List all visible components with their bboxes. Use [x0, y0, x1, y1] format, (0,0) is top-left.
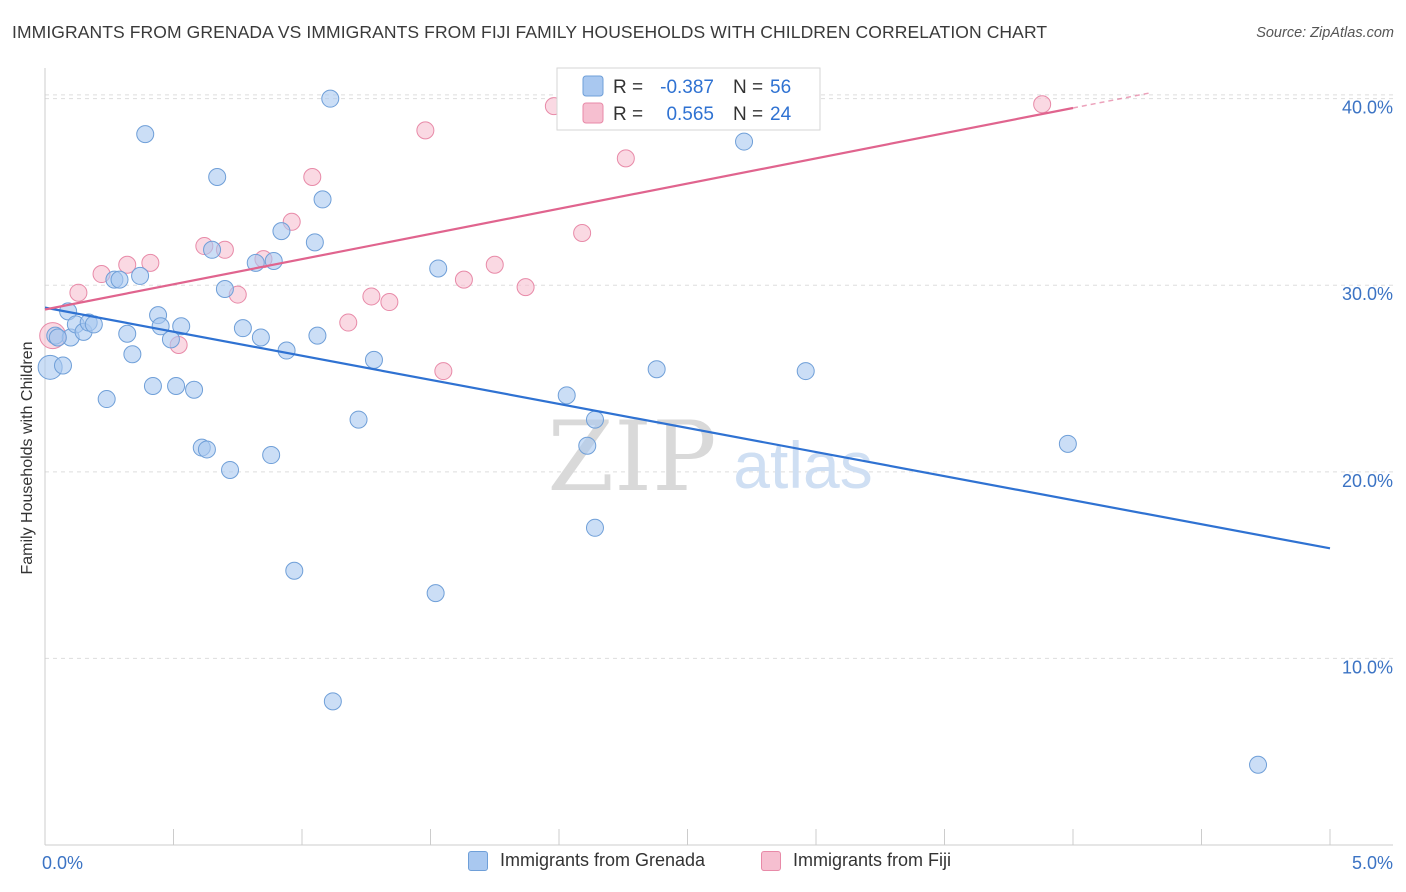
grenada-point [97, 390, 116, 409]
grenada-point [429, 259, 448, 278]
grenada-point [262, 446, 281, 465]
grenada-point [305, 233, 324, 252]
legend-n-label-fiji: N = [733, 104, 763, 125]
grenada-point [308, 326, 327, 345]
watermark: ZIP atlas [547, 401, 872, 513]
fiji-point [362, 287, 381, 306]
grenada-point [272, 222, 291, 241]
grenada-point [118, 324, 137, 343]
legend-r-label-grenada: R = [613, 77, 643, 98]
grenada-point [110, 270, 129, 289]
legend-swatch-fiji [582, 102, 604, 124]
grenada-point [53, 356, 72, 375]
fiji-point [339, 313, 358, 332]
grenada-point [578, 436, 597, 455]
grenada-point [313, 190, 332, 209]
bottom-legend-item-fiji: Immigrants from Fiji [761, 850, 951, 871]
fiji-point [69, 283, 88, 302]
grenada-point [585, 410, 604, 429]
bottom-legend: Immigrants from Grenada Immigrants from … [0, 850, 1406, 880]
grenada-point [48, 328, 67, 347]
bottom-legend-swatch-grenada [468, 850, 488, 871]
grenada-point [123, 345, 142, 364]
y-tick-label: 30.0% [1342, 284, 1393, 304]
grenada-point [185, 380, 204, 399]
grenada-point [215, 279, 234, 298]
fiji-point [485, 255, 504, 274]
grenada-point [557, 386, 576, 405]
watermark-atlas: atlas [733, 428, 872, 502]
grenada-point [277, 341, 296, 360]
grenada-point [735, 132, 754, 151]
bottom-legend-item-grenada: Immigrants from Grenada [468, 850, 705, 871]
x-tick-label: 0.0% [42, 853, 83, 873]
legend-swatch-grenada [582, 75, 604, 97]
y-tick-label: 20.0% [1342, 471, 1393, 491]
legend-n-value-fiji: 24 [770, 104, 792, 125]
bottom-legend-swatch-fiji [761, 850, 781, 871]
chart-title: IMMIGRANTS FROM GRENADA VS IMMIGRANTS FR… [12, 22, 1048, 42]
fiji-point [118, 255, 137, 274]
fiji-points [39, 95, 1052, 381]
fiji-point [141, 253, 160, 272]
fiji-point [380, 293, 399, 312]
legend-r-value-fiji: 0.565 [666, 104, 714, 125]
grenada-point [321, 89, 340, 108]
grenada-point [221, 460, 240, 479]
legend-r-label-fiji: R = [613, 104, 643, 125]
axes [44, 68, 1393, 846]
grenada-point [203, 240, 222, 259]
grenada-point [251, 328, 270, 347]
grenada-point [131, 266, 150, 285]
bottom-legend-label-fiji: Immigrants from Fiji [793, 850, 952, 870]
grenada-point [647, 360, 666, 379]
watermark-zip: ZIP [547, 401, 716, 513]
grenada-point [1058, 434, 1077, 453]
legend-r-value-grenada: -0.387 [660, 77, 714, 98]
grenada-trend-line [44, 306, 1331, 550]
stats-legend: R = -0.387 N = 56 R = 0.565 N = 24 [556, 67, 821, 131]
grenada-point [323, 692, 342, 711]
fiji-point [1033, 95, 1052, 114]
fiji-point [516, 278, 535, 297]
grenada-point [167, 377, 186, 395]
grenada-point [233, 319, 252, 338]
bottom-legend-label-grenada: Immigrants from Grenada [500, 850, 706, 870]
grenada-point [172, 317, 191, 336]
fiji-point [303, 168, 322, 187]
x-tick-label: 5.0% [1352, 853, 1393, 873]
grenada-point [197, 440, 216, 459]
legend-n-label-grenada: N = [733, 77, 763, 98]
grenada-point [285, 561, 304, 580]
grenada-point [364, 350, 383, 369]
grenada-point [143, 377, 162, 395]
fiji-point [454, 270, 473, 289]
source-label: Source: ZipAtlas.com [1256, 25, 1394, 41]
grenada-point [208, 168, 227, 187]
trend-lines [44, 92, 1331, 550]
fiji-trend-line [44, 106, 1074, 311]
grenada-point [1249, 755, 1268, 774]
fiji-point [416, 121, 435, 140]
fiji-point [434, 362, 453, 381]
grenada-point [349, 410, 368, 429]
grenada-point [796, 362, 815, 381]
grenada-point [426, 584, 445, 603]
grenada-point [585, 518, 604, 537]
grenada-point [136, 125, 155, 144]
fiji-point [573, 224, 592, 242]
legend-n-value-grenada: 56 [770, 77, 791, 98]
y-tick-label: 10.0% [1342, 657, 1393, 677]
y-tick-label: 40.0% [1342, 98, 1393, 118]
grid-lines [45, 94, 1393, 659]
fiji-trend-line-extension [1072, 92, 1151, 109]
fiji-point [616, 149, 635, 168]
tick-labels: 10.0% 20.0% 30.0% 40.0% 0.0% 5.0% [42, 98, 1393, 873]
